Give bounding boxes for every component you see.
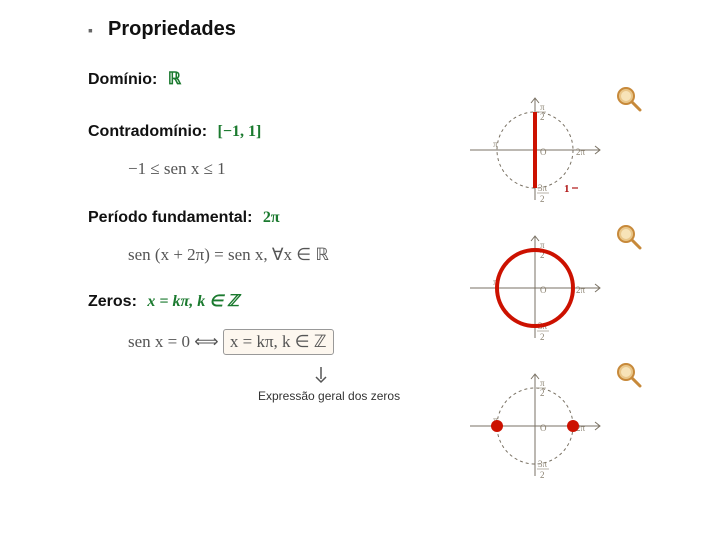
figure-range: O π 2π π 2 3π 2 1 — [460, 90, 630, 220]
magnifier-icon[interactable] — [614, 84, 644, 114]
svg-text:1: 1 — [564, 183, 570, 195]
svg-text:2: 2 — [540, 112, 545, 122]
zeros-formula-lhs: sen x = 0 ⟺ — [128, 332, 219, 351]
svg-text:π: π — [540, 378, 545, 388]
svg-text:2: 2 — [540, 388, 545, 398]
unit-circle-svg-2: O π 2π π 2 3π 2 — [460, 228, 610, 348]
svg-text:O: O — [540, 423, 547, 433]
range-value: [−1, 1] — [218, 123, 262, 140]
period-label: Período fundamental: — [88, 209, 252, 226]
svg-text:2: 2 — [540, 194, 545, 204]
domain-value: ℝ — [168, 69, 181, 88]
svg-text:2π: 2π — [576, 147, 586, 157]
page-title: Propriedades — [108, 18, 236, 41]
zeros-value: x = kπ, k ∈ ℤ — [147, 293, 239, 310]
svg-text:2π: 2π — [576, 285, 586, 295]
unit-circle-svg-1: O π 2π π 2 3π 2 1 — [460, 90, 610, 210]
svg-text:3π: 3π — [538, 459, 548, 469]
unit-circle-svg-3: O π 2π π 2 3π 2 — [460, 366, 610, 486]
zeros-label: Zeros: — [88, 293, 137, 310]
svg-text:O: O — [540, 147, 547, 157]
svg-text:π: π — [540, 102, 545, 112]
domain-label: Domínio: — [88, 71, 157, 88]
magnifier-icon[interactable] — [614, 360, 644, 390]
figure-period: O π 2π π 2 3π 2 — [460, 228, 630, 358]
magnifier-icon[interactable] — [614, 222, 644, 252]
svg-text:2: 2 — [540, 332, 545, 342]
figures-column: O π 2π π 2 3π 2 1 O π — [460, 90, 650, 504]
arrow-down-icon — [314, 367, 328, 385]
range-label: Contradomínio: — [88, 123, 207, 140]
svg-text:2: 2 — [540, 470, 545, 480]
title-row: ▪ Propriedades — [88, 18, 720, 41]
svg-text:π: π — [493, 139, 498, 149]
svg-text:3π: 3π — [538, 183, 548, 193]
bullet-icon: ▪ — [88, 25, 98, 35]
period-value: 2π — [263, 209, 280, 226]
zeros-formula-box: x = kπ, k ∈ ℤ — [223, 329, 334, 355]
svg-text:O: O — [540, 285, 547, 295]
figure-zeros: O π 2π π 2 3π 2 — [460, 366, 630, 496]
